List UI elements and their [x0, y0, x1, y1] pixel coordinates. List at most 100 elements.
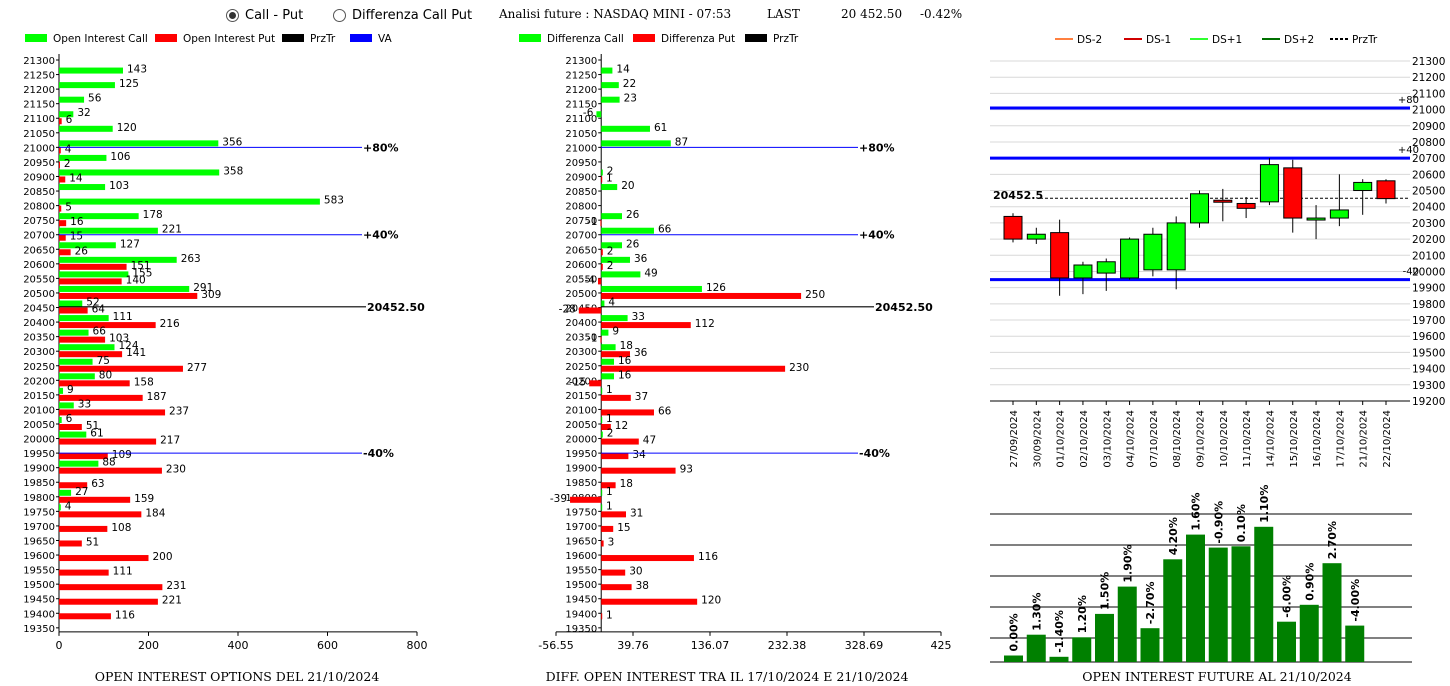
y-tick-label: 20400 — [565, 318, 597, 329]
put-bar — [59, 365, 183, 372]
x-tick-label: 11/10/2024 — [1242, 410, 1253, 468]
y-tick-label: 19850 — [565, 478, 597, 489]
put-value-label: 47 — [643, 435, 656, 447]
x-tick-label: 30/09/2024 — [1032, 410, 1043, 468]
put-bar — [578, 307, 602, 314]
candle-body — [1073, 264, 1093, 279]
put-bar — [59, 496, 131, 503]
y-tick-label: 21150 — [565, 100, 597, 111]
y-tick-label: 21200 — [565, 85, 597, 96]
put-bar — [59, 351, 123, 358]
put-bar — [59, 482, 88, 489]
put-value-label: 277 — [187, 362, 207, 374]
put-value-label: 15 — [70, 231, 83, 243]
put-value-label: -1 — [587, 216, 597, 228]
last-value: 20 452.50 — [841, 7, 903, 21]
put-value-label: 309 — [201, 289, 221, 301]
future-bar-label: -0.90% — [1212, 501, 1225, 544]
x-tick-label: 0 — [56, 639, 63, 652]
future-bar-label: 2.70% — [1326, 521, 1339, 559]
diff-open-interest-chart: Differenza Call Differenza Put PrzTr 21300 2… — [519, 33, 952, 684]
x-tick-label: 39.76 — [617, 639, 649, 652]
call-value-label: 27 — [75, 486, 88, 498]
call-bar — [59, 213, 139, 220]
call-bar — [601, 256, 630, 263]
chart-title: DIFF. OPEN INTEREST TRA IL 17/10/2024 E … — [546, 669, 909, 684]
x-tick-label: 22/10/2024 — [1382, 410, 1393, 468]
y-tick-label: 21250 — [565, 71, 597, 82]
call-value-label: 155 — [132, 267, 152, 279]
put-value-label: 38 — [636, 580, 649, 592]
put-value-label: 26 — [75, 245, 89, 257]
y-tick-label: 20350 — [565, 333, 597, 344]
price-label: 20452.50 — [367, 301, 425, 314]
y-tick-label: 20600 — [1412, 169, 1445, 181]
put-value-label: 1 — [606, 609, 613, 621]
call-bar — [601, 271, 641, 278]
y-tick-label: 21100 — [565, 114, 597, 125]
put-bar — [59, 322, 156, 329]
y-tick-label: 19500 — [23, 580, 55, 591]
call-bar — [59, 402, 74, 409]
call-bar — [59, 169, 220, 176]
call-value-label: 4 — [608, 297, 615, 309]
put-bar — [59, 292, 198, 299]
candle-body — [1166, 222, 1186, 271]
last-label: LAST — [767, 7, 800, 21]
y-tick-label: 21000 — [1412, 105, 1445, 117]
y-tick-label: 19450 — [23, 595, 55, 606]
legend-swatch — [350, 34, 372, 42]
radio-differenza[interactable]: Differenza Call Put — [333, 8, 472, 23]
y-tick-label: 19200 — [1412, 396, 1445, 408]
put-value-label: -1 — [587, 333, 597, 345]
radio-empty-icon — [333, 9, 346, 22]
future-bar-label: 1.50% — [1099, 572, 1112, 610]
put-bar — [59, 453, 108, 460]
put-bar — [59, 307, 88, 314]
call-value-label: 87 — [675, 136, 688, 148]
y-tick-label: 20700 — [565, 231, 597, 242]
call-bar — [601, 125, 650, 132]
x-tick-label: 21/10/2024 — [1359, 410, 1370, 468]
x-tick-label: 04/10/2024 — [1126, 410, 1137, 468]
future-bar-label: 0.90% — [1303, 563, 1316, 601]
y-tick-label: 19300 — [1412, 380, 1445, 392]
put-bar — [600, 220, 602, 227]
put-value-label: 2 — [607, 245, 614, 257]
call-bar — [59, 82, 115, 89]
put-bar — [59, 409, 166, 416]
y-tick-label: 20950 — [565, 158, 597, 169]
call-value-label: 103 — [109, 180, 129, 192]
call-bar — [59, 460, 99, 467]
chart-title: OPEN INTEREST OPTIONS DEL 21/10/2024 — [95, 669, 380, 684]
x-tick-label: 16/10/2024 — [1312, 410, 1323, 468]
put-value-label: 2 — [607, 260, 614, 272]
put-bar — [600, 336, 602, 343]
level-label: +80% — [363, 141, 399, 154]
put-bar — [601, 540, 604, 547]
level-label: +80 — [1398, 95, 1419, 106]
y-tick-label: 19650 — [565, 536, 597, 547]
put-bar — [59, 598, 158, 605]
put-bar — [601, 424, 611, 430]
y-tick-label: 20500 — [565, 289, 597, 300]
y-tick-label: 20700 — [23, 231, 55, 242]
put-value-label: 159 — [134, 493, 154, 505]
future-bar-label: -2.70% — [1144, 581, 1157, 624]
legend-label: Open Interest Call — [53, 33, 148, 45]
put-bar — [601, 351, 630, 358]
future-bar — [1117, 586, 1137, 662]
call-bar — [601, 300, 605, 307]
call-value-label: 52 — [86, 297, 99, 309]
y-tick-label: 20150 — [23, 391, 55, 402]
y-tick-label: 20600 — [565, 260, 597, 271]
x-tick-label: 15/10/2024 — [1289, 410, 1300, 468]
y-tick-label: 19700 — [23, 522, 55, 533]
y-tick-label: 20200 — [1412, 234, 1445, 246]
radio-call-put[interactable]: Call - Put — [226, 8, 303, 23]
put-bar — [59, 555, 149, 562]
y-tick-label: 20900 — [23, 172, 55, 183]
legend-swatch — [282, 34, 304, 42]
call-bar — [59, 242, 116, 249]
call-bar — [59, 198, 320, 205]
